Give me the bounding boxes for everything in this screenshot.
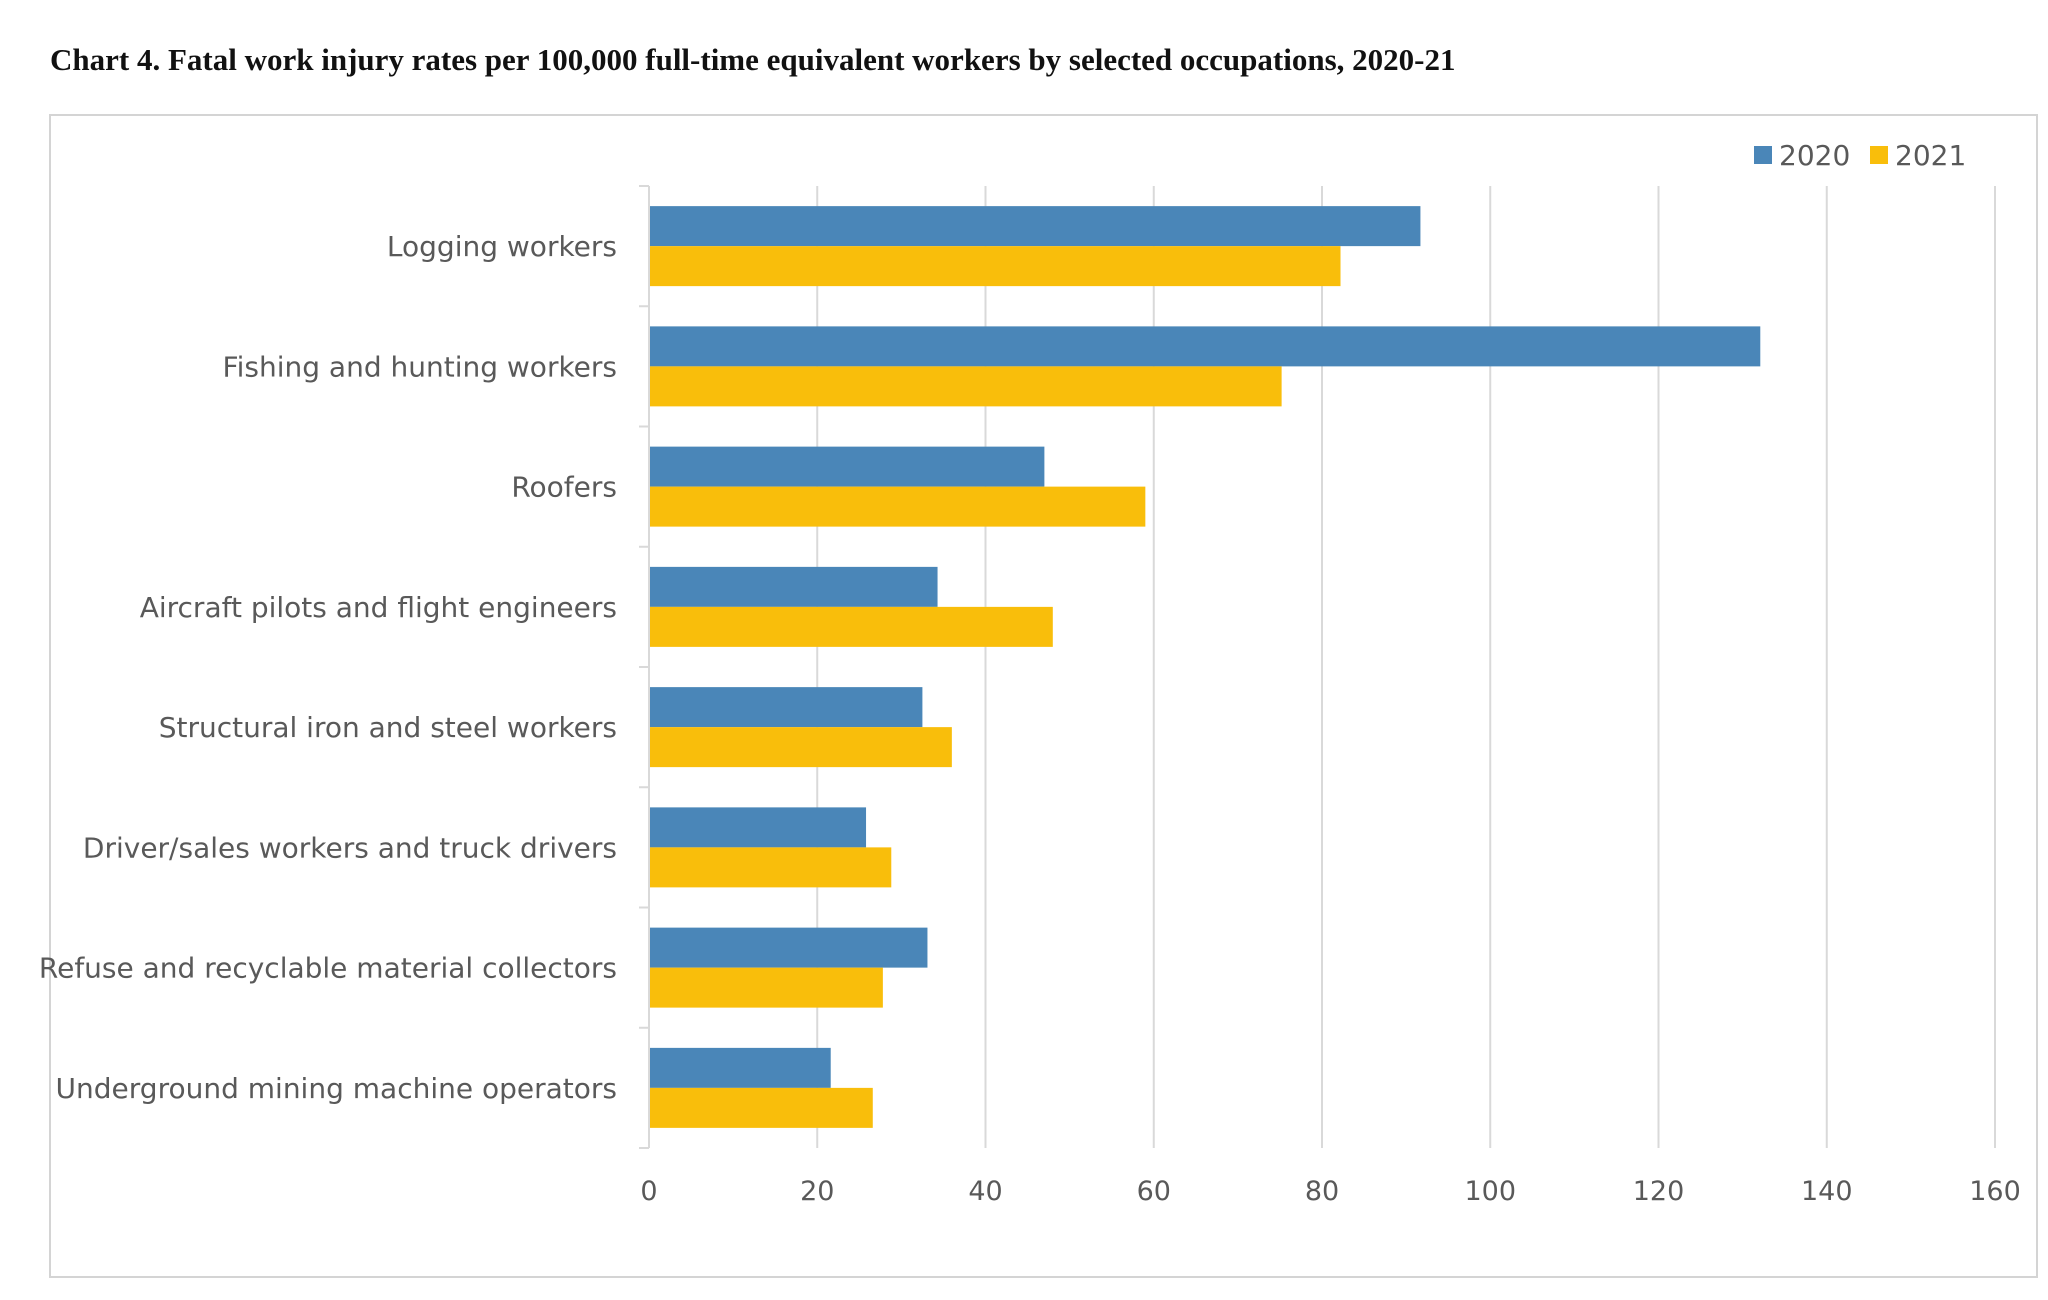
bar-2020-4 (650, 687, 923, 728)
chart-frame (49, 114, 2038, 1278)
bar-2020-2 (650, 446, 1045, 487)
bar-2020-5 (650, 807, 867, 848)
x-tick-label-160: 160 (1969, 1176, 2021, 1207)
legend-swatch-2021 (1870, 146, 1888, 164)
bar-2021-1 (650, 366, 1282, 407)
category-label-2: Roofers (511, 471, 617, 504)
category-labels: Logging workers Fishing and hunting worke… (39, 230, 617, 1105)
category-label-4: Structural iron and steel workers (159, 711, 617, 744)
bar-2021-2 (650, 486, 1146, 527)
category-label-5: Driver/sales workers and truck drivers (83, 831, 617, 864)
category-label-6: Refuse and recyclable material collector… (39, 952, 617, 985)
bar-2020-0 (650, 206, 1421, 247)
legend: 2020 2021 (1754, 139, 1966, 172)
x-tick-label-120: 120 (1633, 1176, 1685, 1207)
x-tick-label-40: 40 (968, 1176, 1002, 1207)
bar-2020-1 (650, 326, 1761, 367)
chart-title: Chart 4. Fatal work injury rates per 100… (50, 42, 1456, 77)
axes (639, 185, 650, 1149)
x-tick-label-0: 0 (640, 1176, 657, 1207)
bars (650, 206, 1761, 1128)
bar-2021-6 (650, 967, 883, 1008)
category-label-7: Underground mining machine operators (56, 1072, 617, 1105)
x-tick-label-60: 60 (1137, 1176, 1171, 1207)
x-tick-labels: 0 20 40 60 80 100 120 140 160 (640, 1176, 2020, 1207)
bar-2021-7 (650, 1087, 873, 1128)
category-label-1: Fishing and hunting workers (223, 350, 617, 383)
bar-2020-3 (650, 566, 938, 607)
bar-2021-4 (650, 727, 952, 768)
category-label-0: Logging workers (387, 230, 617, 263)
legend-label-2020: 2020 (1779, 139, 1850, 172)
legend-swatch-2020 (1754, 146, 1772, 164)
bar-2021-0 (650, 246, 1341, 287)
legend-label-2021: 2021 (1895, 139, 1966, 172)
bar-2021-5 (650, 847, 892, 888)
x-tick-label-80: 80 (1305, 1176, 1339, 1207)
x-tick-label-20: 20 (800, 1176, 834, 1207)
bar-2021-3 (650, 606, 1053, 647)
bar-2020-7 (650, 1047, 831, 1088)
x-tick-label-100: 100 (1464, 1176, 1516, 1207)
bar-2020-6 (650, 927, 928, 968)
category-label-3: Aircraft pilots and flight engineers (140, 591, 617, 624)
x-tick-label-140: 140 (1801, 1176, 1853, 1207)
